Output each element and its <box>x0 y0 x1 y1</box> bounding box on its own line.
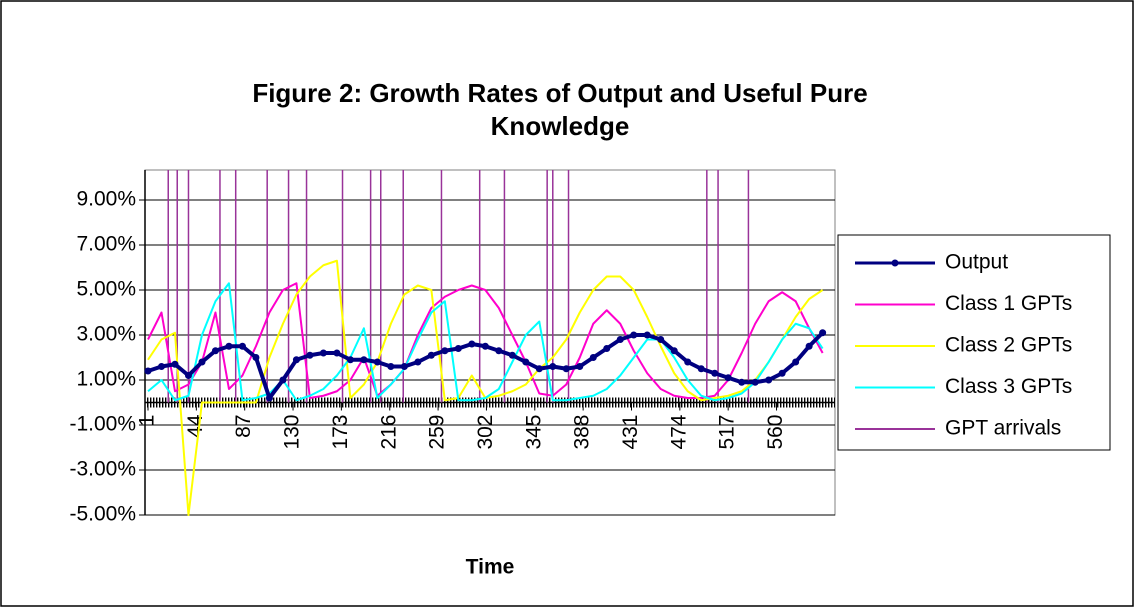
x-axis-title: Time <box>466 556 515 579</box>
series-marker <box>549 363 557 370</box>
x-tick-label: 474 <box>667 414 690 449</box>
series-marker <box>279 376 287 384</box>
legend-label: Class 3 GPTs <box>945 375 1072 398</box>
x-tick-label: 388 <box>571 415 594 450</box>
series-line <box>147 282 824 399</box>
legend-label: Output <box>945 251 1008 274</box>
x-tick-label: 216 <box>377 415 400 450</box>
plot-area <box>144 169 836 516</box>
series-marker <box>144 367 152 375</box>
series-marker <box>468 340 476 348</box>
series-marker <box>697 365 705 373</box>
series-marker <box>778 369 786 377</box>
series-marker <box>306 351 314 359</box>
series-line <box>147 282 824 402</box>
series-marker <box>252 354 260 361</box>
x-tick-label: 1 <box>136 415 159 427</box>
series-marker <box>562 365 570 373</box>
series-marker <box>265 394 273 402</box>
series-marker <box>670 347 678 355</box>
y-tick-label: -1.00% <box>69 413 136 436</box>
series-marker <box>616 336 624 343</box>
series-marker <box>603 345 611 352</box>
x-tick-label: 560 <box>764 415 787 450</box>
series-marker <box>805 342 813 350</box>
series-marker <box>724 374 732 382</box>
series-marker <box>765 376 773 384</box>
series-marker <box>184 372 192 379</box>
series-marker <box>333 349 341 357</box>
series-marker <box>225 342 233 350</box>
series-marker <box>387 363 395 370</box>
series-marker <box>238 342 246 350</box>
chart-title: Figure 2: Growth Rates of Output and Use… <box>252 78 867 108</box>
series-marker <box>657 336 665 343</box>
x-tick-label: 345 <box>522 415 545 450</box>
series-marker <box>319 349 327 357</box>
y-tick-label: 9.00% <box>76 188 136 211</box>
y-tick-label: -3.00% <box>69 458 136 481</box>
series-marker <box>157 363 165 370</box>
series-marker <box>481 342 489 350</box>
x-tick-label: 173 <box>329 415 352 450</box>
series-marker <box>454 345 462 352</box>
series-marker <box>684 358 692 366</box>
series-marker <box>535 365 543 373</box>
x-tick-label: 302 <box>474 415 497 450</box>
legend-label: GPT arrivals <box>945 417 1061 440</box>
x-tick-label: 431 <box>619 415 642 450</box>
series-marker <box>643 331 651 339</box>
series-marker <box>373 358 381 366</box>
series-marker <box>346 356 354 364</box>
y-tick-label: 7.00% <box>76 233 136 256</box>
legend-label: Class 1 GPTs <box>945 292 1072 315</box>
y-tick-label: 5.00% <box>76 278 136 301</box>
series-marker <box>171 360 179 368</box>
x-tick-label: 259 <box>426 415 449 450</box>
series-marker <box>198 358 206 366</box>
legend-box <box>837 234 1111 451</box>
x-tick-label: 517 <box>716 415 739 450</box>
series-marker <box>508 351 516 359</box>
series-marker <box>576 363 584 370</box>
series-marker <box>292 356 300 364</box>
legend-marker <box>891 259 899 267</box>
legend-label: Class 2 GPTs <box>945 334 1072 357</box>
y-tick-label: 1.00% <box>76 368 136 391</box>
series-marker <box>414 358 422 366</box>
series-marker <box>211 347 219 355</box>
series-marker <box>711 369 719 377</box>
series-marker <box>792 358 800 366</box>
series-marker <box>819 329 827 337</box>
y-tick-label: -5.00% <box>69 503 136 526</box>
chart-title: Knowledge <box>491 111 630 141</box>
series-marker <box>441 347 449 355</box>
series-marker <box>427 351 435 359</box>
series-marker <box>495 347 503 355</box>
x-tick-label: 44 <box>184 414 207 438</box>
series-marker <box>751 378 759 386</box>
series-marker <box>589 354 597 361</box>
series-marker <box>360 356 368 364</box>
series-marker <box>400 363 408 370</box>
y-tick-label: 3.00% <box>76 323 136 346</box>
x-tick-label: 130 <box>281 415 304 450</box>
series-marker <box>630 331 638 339</box>
series-marker <box>738 378 746 386</box>
series-marker <box>522 358 530 366</box>
x-tick-label: 87 <box>232 415 255 438</box>
